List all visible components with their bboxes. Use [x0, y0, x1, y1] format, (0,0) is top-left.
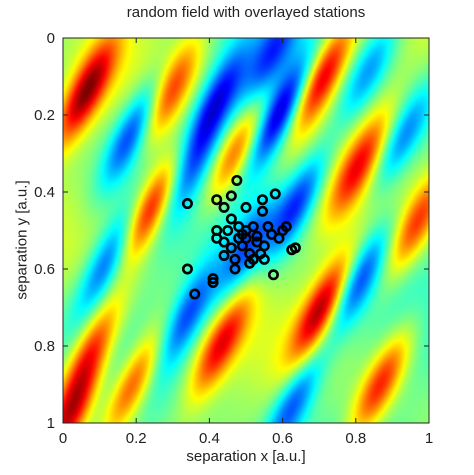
station-marker — [256, 194, 268, 206]
station-marker — [258, 253, 270, 265]
station-marker — [266, 228, 278, 240]
ticks-layer: 0 0.2 0.4 0.6 0.8 100.20.40.60.81 — [34, 30, 433, 447]
chart-title: random field with overlayed stations — [126, 4, 366, 21]
station-marker — [247, 221, 259, 233]
x-tick-label: 0 — [59, 430, 67, 447]
station-marker — [225, 213, 237, 225]
y-tick-label: 1 — [47, 415, 55, 432]
station-marker — [231, 174, 243, 186]
x-tick-label: 0.8 — [345, 430, 366, 447]
x-axis-label: separation x [a.u.] — [186, 448, 306, 465]
station-marker — [211, 194, 223, 206]
y-tick-label: 0 — [47, 30, 55, 47]
station-marker — [240, 201, 252, 213]
station-marker — [269, 188, 281, 200]
station-marker — [181, 198, 193, 210]
station-marker — [207, 273, 219, 285]
y-axis-label: separation y [a.u.] — [13, 180, 31, 300]
x-tick-label: 0.4 — [199, 430, 220, 447]
station-marker — [225, 242, 237, 254]
stations-layer — [181, 174, 301, 300]
y-tick-label: 0.6 — [34, 261, 55, 278]
x-tick-label: 0.2 — [126, 430, 147, 447]
station-marker — [218, 201, 230, 213]
station-marker — [229, 253, 241, 265]
y-tick-label: 0.4 — [34, 184, 55, 201]
station-marker — [222, 225, 234, 237]
station-marker — [251, 230, 263, 242]
station-marker — [247, 253, 259, 265]
station-marker — [181, 263, 193, 275]
station-marker — [240, 232, 252, 244]
x-tick-label: 0.6 — [272, 430, 293, 447]
station-marker — [218, 236, 230, 248]
station-marker — [207, 276, 219, 288]
x-tick-label: 1 — [425, 430, 433, 447]
station-marker — [289, 242, 301, 254]
station-marker — [189, 288, 201, 300]
station-marker — [280, 221, 292, 233]
station-marker — [225, 190, 237, 202]
y-tick-label: 0.8 — [34, 338, 55, 355]
station-marker — [258, 240, 270, 252]
station-marker — [218, 250, 230, 262]
axes-frame — [62, 37, 430, 424]
station-marker — [267, 269, 279, 281]
station-marker — [256, 205, 268, 217]
y-tick-label: 0.2 — [34, 107, 55, 124]
